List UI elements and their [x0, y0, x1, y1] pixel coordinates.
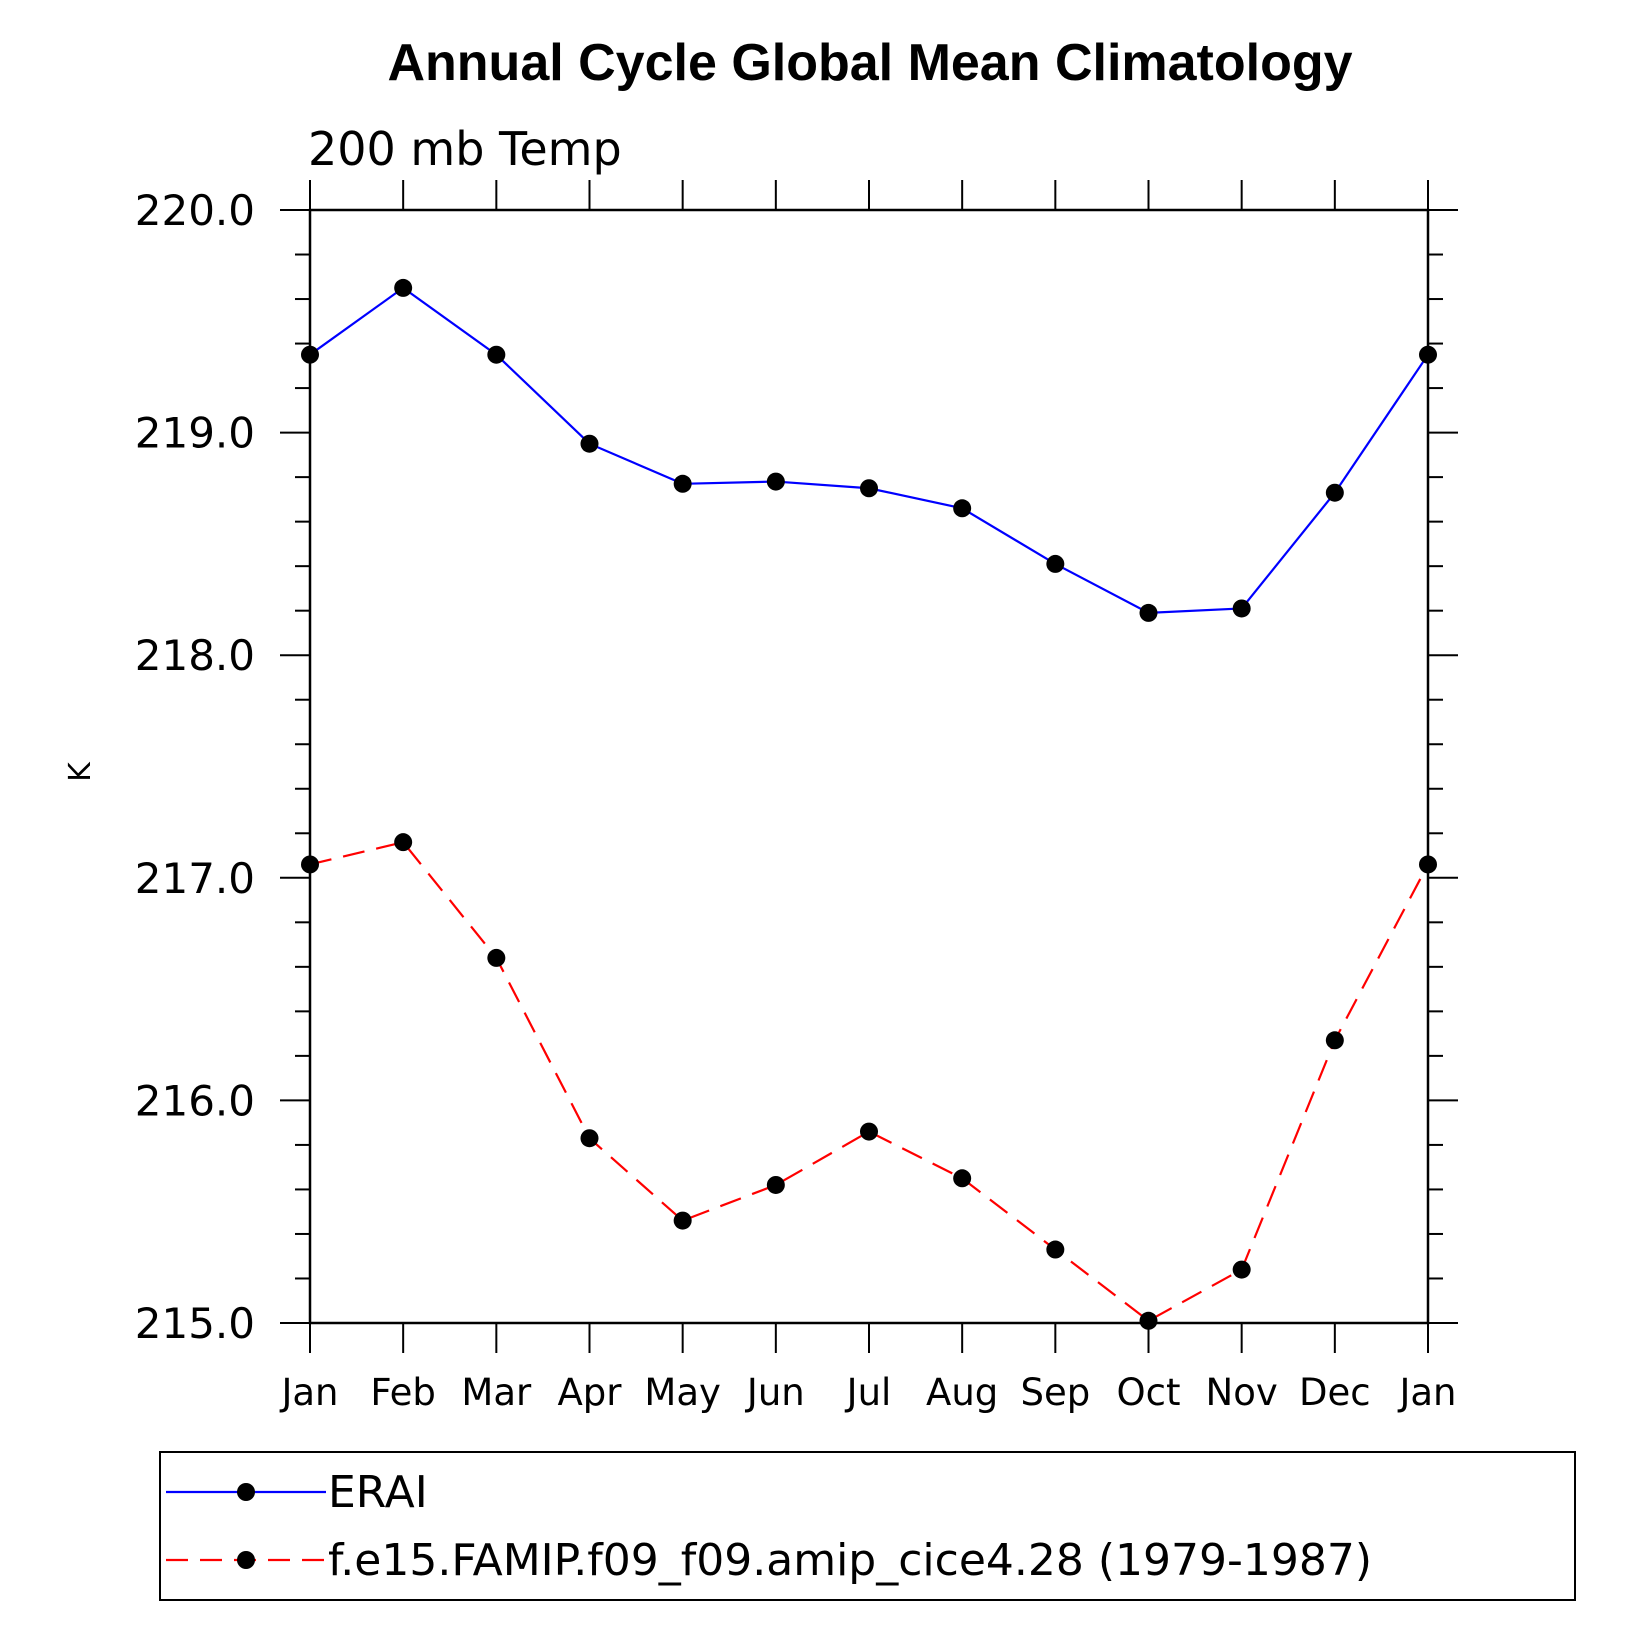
series-line — [309, 840, 1429, 1323]
legend-item-2: f.e15.FAMIP.f09_f09.amip_cice4.28 (1979-… — [166, 1535, 1372, 1586]
data-point — [766, 472, 785, 491]
data-point — [1046, 554, 1065, 573]
data-point — [953, 1169, 972, 1188]
data-point — [1325, 1031, 1344, 1050]
x-tick-label: Jan — [1397, 1371, 1456, 1414]
x-axis-ticks: Jan Feb Mar Apr May Jun Jul Aug Sep Oct Nov Dec Jan — [279, 180, 1457, 1414]
x-tick-label: Apr — [557, 1371, 622, 1414]
data-point — [301, 855, 319, 874]
data-point — [953, 499, 972, 518]
data-point — [860, 479, 878, 498]
data-point — [394, 833, 413, 852]
x-tick-label: Jan — [279, 1371, 338, 1414]
x-tick-label: May — [644, 1371, 721, 1414]
x-tick-label: Jul — [845, 1371, 892, 1414]
legend-marker — [237, 1551, 255, 1569]
y-tick-label: 220.0 — [135, 186, 255, 235]
y-tick-label: 219.0 — [135, 409, 255, 458]
legend-label: f.e15.FAMIP.f09_f09.amip_cice4.28 (1979-… — [328, 1535, 1372, 1586]
y-tick-label: 218.0 — [135, 631, 255, 680]
data-point — [394, 278, 413, 297]
y-axis-ticks: 215.0 216.0 217.0 218.0 219.0 220.0 — [135, 186, 1458, 1348]
x-tick-label: Nov — [1206, 1371, 1278, 1414]
data-point — [1139, 1311, 1158, 1330]
y-axis-label: K — [63, 761, 98, 782]
x-tick-label: Feb — [370, 1371, 436, 1414]
series-line — [309, 286, 1429, 615]
data-point — [1325, 483, 1344, 502]
data-point — [1419, 345, 1437, 364]
series-2 — [301, 833, 1437, 1330]
legend-item-1: ERAI — [166, 1467, 428, 1518]
data-point — [1232, 1260, 1251, 1279]
legend: ERAI f.e15.FAMIP.f09_f09.amip_cice4.28 (1… — [159, 1451, 1576, 1601]
x-tick-label: Mar — [461, 1371, 532, 1414]
series-1 — [301, 278, 1437, 622]
data-point — [673, 1211, 692, 1230]
data-point — [1232, 599, 1251, 618]
plot-axes — [308, 208, 1430, 1325]
x-tick-label: Jun — [745, 1371, 805, 1414]
data-point — [860, 1122, 878, 1141]
data-point — [1419, 855, 1437, 874]
y-tick-label: 217.0 — [135, 854, 255, 903]
y-tick-label: 216.0 — [135, 1076, 255, 1125]
data-point — [580, 1129, 599, 1148]
data-point — [766, 1175, 785, 1194]
data-point — [1139, 603, 1158, 622]
data-point — [487, 345, 506, 364]
x-tick-label: Aug — [926, 1371, 998, 1414]
chart-subtitle: 200 mb Temp — [308, 122, 622, 176]
legend-box — [159, 1451, 1576, 1601]
data-point — [301, 345, 319, 364]
data-point — [1046, 1240, 1065, 1259]
legend-marker — [237, 1483, 255, 1501]
plot-frame — [308, 208, 1430, 1325]
y-tick-label: 215.0 — [135, 1299, 255, 1348]
x-tick-label: Oct — [1117, 1371, 1181, 1414]
data-point — [487, 948, 506, 967]
legend-label: ERAI — [328, 1467, 428, 1518]
x-tick-label: Sep — [1020, 1371, 1090, 1414]
chart-title: Annual Cycle Global Mean Climatology — [387, 34, 1352, 92]
data-point — [673, 474, 692, 493]
series-layer — [301, 278, 1437, 1330]
data-point — [580, 434, 599, 453]
x-tick-label: Dec — [1299, 1371, 1371, 1414]
